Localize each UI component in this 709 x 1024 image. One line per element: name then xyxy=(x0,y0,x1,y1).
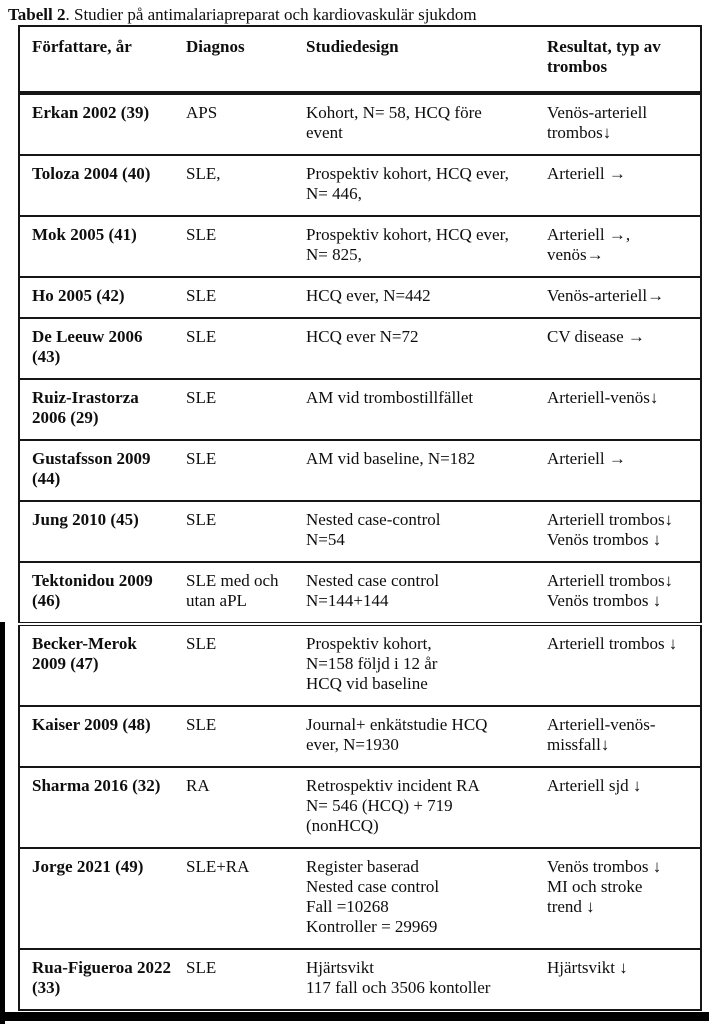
diagnosis-cell: SLE xyxy=(176,622,296,706)
design-cell: Register baserad Nested case control Fal… xyxy=(296,847,539,949)
diagnosis-cell: SLE xyxy=(176,276,296,318)
result-cell: Venös-arteriell trombos↓ xyxy=(539,92,701,155)
author-cell: De Leeuw 2006 (43) xyxy=(19,317,176,379)
diagnosis-cell: SLE med och utan aPL xyxy=(176,561,296,624)
table-row: Kaiser 2009 (48) SLE Journal+ enkätstudi… xyxy=(19,705,701,767)
diagnosis-cell: SLE+RA xyxy=(176,847,296,949)
design-cell: HCQ ever N=72 xyxy=(296,317,539,379)
author-cell: Toloza 2004 (40) xyxy=(19,154,176,216)
column-header-result: Resultat, typ av trombos xyxy=(539,26,701,95)
author-cell: Gustafsson 2009 (44) xyxy=(19,439,176,501)
diagnosis-cell: SLE xyxy=(176,948,296,1010)
table-row: Ho 2005 (42) SLE HCQ ever, N=442 Venös-a… xyxy=(19,276,701,318)
diagnosis-cell: APS xyxy=(176,92,296,155)
result-cell: Arteriell → xyxy=(539,154,701,216)
author-cell: Jorge 2021 (49) xyxy=(19,847,176,949)
design-cell: Prospektiv kohort, HCQ ever, N= 446, xyxy=(296,154,539,216)
studies-table: Författare, år Diagnos Studiedesign Resu… xyxy=(18,25,702,1011)
author-cell: Ruiz-Irastorza 2006 (29) xyxy=(19,378,176,440)
diagnosis-cell: SLE xyxy=(176,215,296,277)
result-cell: Arteriell trombos↓ Venös trombos ↓ xyxy=(539,561,701,624)
result-cell: Arteriell-venös↓ xyxy=(539,378,701,440)
column-header-design: Studiedesign xyxy=(296,26,539,95)
design-cell: Kohort, N= 58, HCQ före event xyxy=(296,92,539,155)
result-cell: Arteriell →, venös→ xyxy=(539,215,701,277)
result-cell: CV disease → xyxy=(539,317,701,379)
author-cell: Tektonidou 2009 (46) xyxy=(19,561,176,624)
table-row: Becker-Merok 2009 (47) SLE Prospektiv ko… xyxy=(19,622,701,706)
diagnosis-cell: SLE xyxy=(176,317,296,379)
design-cell: Prospektiv kohort, N=158 följd i 12 år H… xyxy=(296,622,539,706)
table-caption: . Studier på antimalariapreparat och kar… xyxy=(65,5,477,24)
page-title: Tabell 2. Studier på antimalariapreparat… xyxy=(8,4,477,25)
table-row: Jung 2010 (45) SLE Nested case-control N… xyxy=(19,500,701,562)
table-row: Tektonidou 2009 (46) SLE med och utan aP… xyxy=(19,561,701,624)
column-header-diagnosis: Diagnos xyxy=(176,26,296,95)
table-row: Ruiz-Irastorza 2006 (29) SLE AM vid trom… xyxy=(19,378,701,440)
design-cell: Retrospektiv incident RA N= 546 (HCQ) + … xyxy=(296,766,539,848)
column-header-author: Författare, år xyxy=(19,26,176,95)
design-cell: Nested case-control N=54 xyxy=(296,500,539,562)
design-cell: HCQ ever, N=442 xyxy=(296,276,539,318)
author-cell: Mok 2005 (41) xyxy=(19,215,176,277)
result-cell: Arteriell sjd ↓ xyxy=(539,766,701,848)
design-cell: AM vid trombostillfället xyxy=(296,378,539,440)
table-body: Erkan 2002 (39) APS Kohort, N= 58, HCQ f… xyxy=(19,92,701,1010)
table-row: Rua-Figueroa 2022 (33) SLE Hjärtsvikt 11… xyxy=(19,948,701,1010)
table-header-row: Författare, år Diagnos Studiedesign Resu… xyxy=(19,26,701,95)
diagnosis-cell: SLE, xyxy=(176,154,296,216)
table-row: Mok 2005 (41) SLE Prospektiv kohort, HCQ… xyxy=(19,215,701,277)
table-row: De Leeuw 2006 (43) SLE HCQ ever N=72 CV … xyxy=(19,317,701,379)
author-cell: Rua-Figueroa 2022 (33) xyxy=(19,948,176,1010)
result-cell: Arteriell trombos↓ Venös trombos ↓ xyxy=(539,500,701,562)
result-cell: Arteriell → xyxy=(539,439,701,501)
table-row: Jorge 2021 (49) SLE+RA Register baserad … xyxy=(19,847,701,949)
diagnosis-cell: SLE xyxy=(176,705,296,767)
author-cell: Becker-Merok 2009 (47) xyxy=(19,622,176,706)
result-cell: Venös-arteriell→ xyxy=(539,276,701,318)
design-cell: Nested case control N=144+144 xyxy=(296,561,539,624)
design-cell: Journal+ enkätstudie HCQ ever, N=1930 xyxy=(296,705,539,767)
table-number-label: Tabell 2 xyxy=(8,5,66,24)
diagnosis-cell: RA xyxy=(176,766,296,848)
scan-artifact-bottom-bar xyxy=(0,1012,709,1021)
design-cell: Hjärtsvikt 117 fall och 3506 kontoller xyxy=(296,948,539,1010)
diagnosis-cell: SLE xyxy=(176,378,296,440)
diagnosis-cell: SLE xyxy=(176,439,296,501)
design-cell: AM vid baseline, N=182 xyxy=(296,439,539,501)
author-cell: Sharma 2016 (32) xyxy=(19,766,176,848)
table-row: Sharma 2016 (32) RA Retrospektiv inciden… xyxy=(19,766,701,848)
author-cell: Jung 2010 (45) xyxy=(19,500,176,562)
result-cell: Hjärtsvikt ↓ xyxy=(539,948,701,1010)
scan-artifact-left-bar xyxy=(0,622,5,1024)
table-row: Erkan 2002 (39) APS Kohort, N= 58, HCQ f… xyxy=(19,92,701,155)
author-cell: Erkan 2002 (39) xyxy=(19,92,176,155)
table-row: Gustafsson 2009 (44) SLE AM vid baseline… xyxy=(19,439,701,501)
diagnosis-cell: SLE xyxy=(176,500,296,562)
table-row: Toloza 2004 (40) SLE, Prospektiv kohort,… xyxy=(19,154,701,216)
result-cell: Arteriell-venös- missfall↓ xyxy=(539,705,701,767)
author-cell: Kaiser 2009 (48) xyxy=(19,705,176,767)
author-cell: Ho 2005 (42) xyxy=(19,276,176,318)
result-cell: Venös trombos ↓ MI och stroke trend ↓ xyxy=(539,847,701,949)
result-cell: Arteriell trombos ↓ xyxy=(539,622,701,706)
design-cell: Prospektiv kohort, HCQ ever, N= 825, xyxy=(296,215,539,277)
